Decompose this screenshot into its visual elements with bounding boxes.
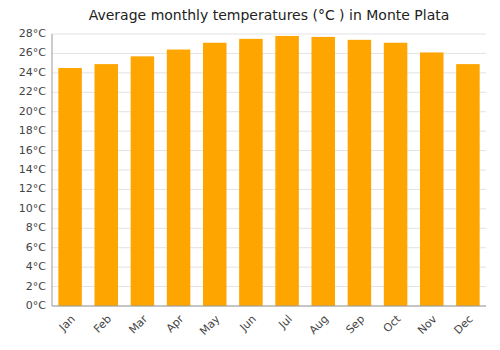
grid-line [52, 306, 486, 307]
y-tick-label: 16°C [19, 144, 46, 157]
x-tick-label: Nov [415, 312, 440, 337]
bar [420, 52, 444, 306]
x-tick-label: Oct [381, 312, 404, 335]
bar [348, 40, 372, 306]
y-tick-label: 14°C [19, 163, 46, 176]
grid-line [52, 34, 486, 35]
y-tick-label: 2°C [26, 280, 46, 293]
y-tick-label: 4°C [26, 260, 46, 273]
x-tick-label: Jan [56, 313, 78, 335]
bar [239, 39, 263, 306]
y-tick-label: 28°C [19, 27, 46, 40]
y-tick-label: 18°C [19, 124, 46, 137]
bars [58, 36, 479, 306]
bar [311, 37, 335, 306]
x-tick-label: Jun [237, 313, 259, 335]
bar [275, 36, 299, 306]
y-tick-label: 20°C [19, 105, 46, 118]
y-tick-label: 12°C [19, 182, 46, 195]
y-tick-label: 6°C [26, 241, 46, 254]
chart: 0°C 2°C 4°C 6°C 8°C 10°C 12°C 14°C 16°C 18°C 20°C 2… [0, 0, 500, 350]
y-tick-label: 24°C [19, 66, 46, 79]
x-tick-label: Jul [276, 313, 295, 332]
x-tick-label: May [197, 312, 223, 338]
x-tick-label: Feb [91, 313, 114, 336]
y-axis-line [52, 34, 53, 306]
x-tick-label: Aug [307, 313, 331, 337]
y-tick-label: 26°C [19, 46, 46, 59]
bar [203, 43, 227, 306]
y-tick-label: 10°C [19, 202, 46, 215]
x-tick-label: Sep [343, 313, 367, 337]
y-tick-label: 8°C [26, 221, 46, 234]
x-axis: Jan Feb Mar Apr May Jun Jul Aug Sep Oct Nov Dec [56, 312, 476, 338]
y-tick-label: 22°C [19, 85, 46, 98]
y-tick-label: 0°C [26, 299, 46, 312]
y-axis: 0°C 2°C 4°C 6°C 8°C 10°C 12°C 14°C 16°C 18°C 20°C 2… [19, 27, 486, 312]
bar [131, 56, 155, 306]
bar [58, 68, 82, 306]
x-tick-label: Apr [164, 312, 187, 335]
bar [456, 64, 480, 306]
bar [94, 64, 118, 306]
title: Average monthly temperatures (°C ) in Mo… [89, 7, 450, 23]
bar [384, 43, 408, 306]
x-axis-line [52, 306, 486, 307]
bar [167, 50, 191, 306]
x-tick-label: Mar [126, 312, 150, 336]
x-tick-label: Dec [451, 313, 475, 337]
